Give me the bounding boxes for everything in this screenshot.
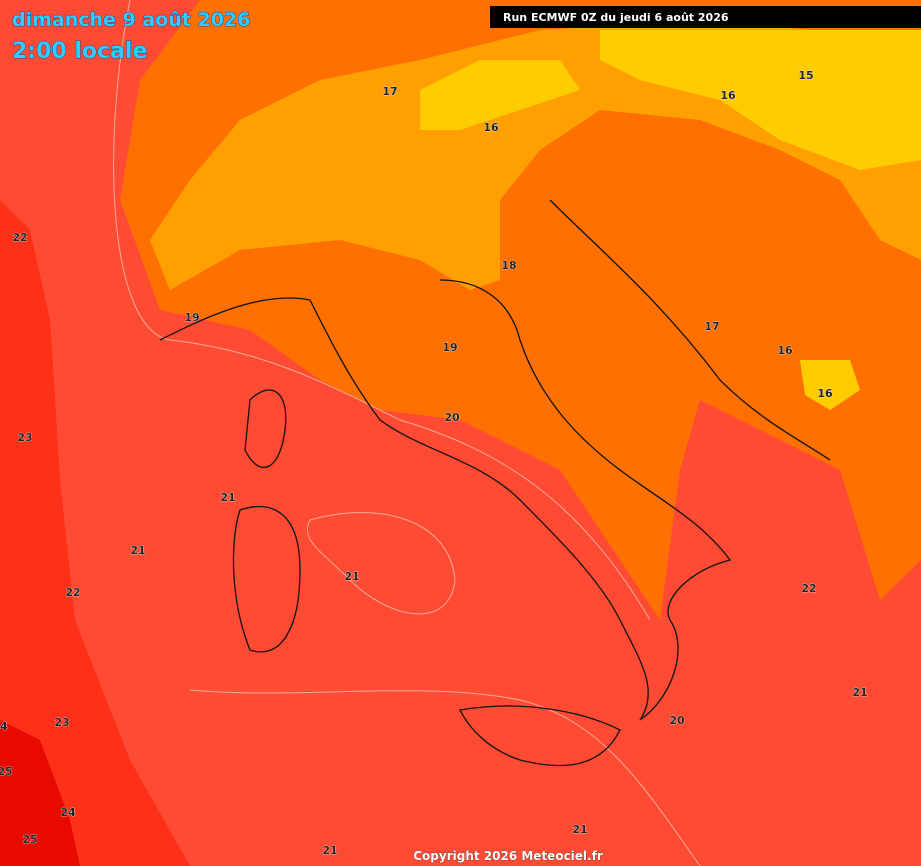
zone-dark-red — [0, 720, 80, 866]
contour-label: 16 — [817, 387, 833, 400]
zone-yellow-2 — [420, 60, 580, 130]
contour-label: 17 — [704, 320, 719, 333]
run-label: Run ECMWF 0Z du jeudi 6 août 2026 — [503, 11, 729, 24]
contour-label: 15 — [798, 69, 813, 82]
isoline — [306, 512, 456, 615]
contour-label: 21 — [130, 544, 145, 557]
contour-label: 16 — [777, 344, 793, 357]
contour-labels: 17 16 15 16 22 18 19 17 16 19 16 20 23 2… — [0, 69, 868, 858]
contour-label: 19 — [184, 311, 199, 324]
contour-label: 25 — [22, 833, 37, 846]
coastline — [159, 279, 732, 721]
contour-label: 17 — [382, 85, 397, 98]
contour-label: 22 — [12, 231, 27, 244]
time: 2:00 locale — [12, 39, 147, 64]
copyright: Copyright 2026 Meteociel.fr — [413, 849, 603, 863]
coastline — [232, 506, 301, 653]
contour-label: 25 — [0, 765, 13, 778]
contour-label: 18 — [501, 259, 516, 272]
date: dimanche 9 août 2026 — [12, 9, 250, 31]
coastline — [459, 705, 621, 767]
contour-label: 22 — [801, 582, 816, 595]
contour-label: 21 — [220, 491, 235, 504]
contour-label: 16 — [483, 121, 499, 134]
contour-label: 24 — [0, 720, 8, 733]
contour-label: 21 — [852, 686, 867, 699]
contour-label: 20 — [444, 411, 460, 424]
contour-label: 21 — [322, 844, 337, 857]
contour-label: 21 — [572, 823, 587, 836]
contour-label: 22 — [65, 586, 80, 599]
zone-yellow — [600, 30, 921, 170]
isoline — [113, 0, 651, 621]
isoline — [189, 689, 701, 866]
contour-label: 24 — [60, 806, 76, 819]
run-box — [490, 6, 921, 28]
zone-yellow-3 — [800, 360, 860, 410]
contour-label: 20 — [669, 714, 685, 727]
coastline — [244, 389, 287, 469]
contour-label: 23 — [17, 431, 32, 444]
zone-red — [0, 200, 190, 866]
contour-label: 16 — [720, 89, 736, 102]
coastline — [549, 199, 831, 461]
contour-label: 21 — [344, 570, 359, 583]
contour-label: 23 — [54, 716, 69, 729]
contour-label: 19 — [442, 341, 457, 354]
